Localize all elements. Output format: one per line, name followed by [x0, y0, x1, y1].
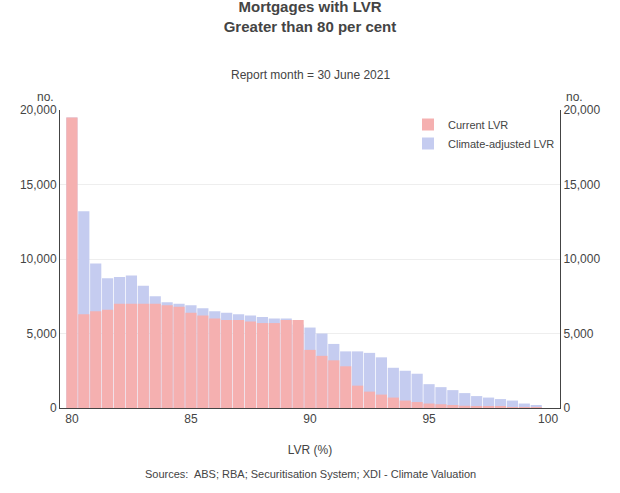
- svg-text:Mortgages with LVRGreater than: Mortgages with LVRGreater than 80 per ce…: [224, 0, 397, 35]
- svg-text:20,000: 20,000: [20, 103, 57, 117]
- svg-text:0: 0: [50, 401, 57, 415]
- svg-text:20,000: 20,000: [563, 103, 600, 117]
- svg-text:5,000: 5,000: [27, 327, 57, 341]
- svg-text:Sources: ABS; RBA; Securitisa: Sources: ABS; RBA; Securitisation System…: [145, 468, 476, 480]
- svg-text:0: 0: [563, 401, 570, 415]
- svg-text:10,000: 10,000: [563, 252, 600, 266]
- svg-text:80: 80: [65, 412, 79, 426]
- svg-text:5,000: 5,000: [563, 327, 593, 341]
- svg-text:Current LVR: Current LVR: [448, 119, 508, 131]
- svg-text:85: 85: [184, 412, 198, 426]
- svg-text:no.: no.: [37, 90, 54, 104]
- svg-text:10,000: 10,000: [20, 252, 57, 266]
- svg-text:Report month = 30 June 2021: Report month = 30 June 2021: [231, 68, 390, 82]
- svg-text:Climate-adjusted LVR: Climate-adjusted LVR: [448, 138, 554, 150]
- svg-text:15,000: 15,000: [563, 178, 600, 192]
- svg-text:90: 90: [303, 412, 317, 426]
- svg-text:LVR (%): LVR (%): [288, 443, 332, 457]
- svg-text:15,000: 15,000: [20, 178, 57, 192]
- svg-text:no.: no.: [566, 90, 583, 104]
- svg-text:95: 95: [422, 412, 436, 426]
- svg-text:100: 100: [538, 412, 558, 426]
